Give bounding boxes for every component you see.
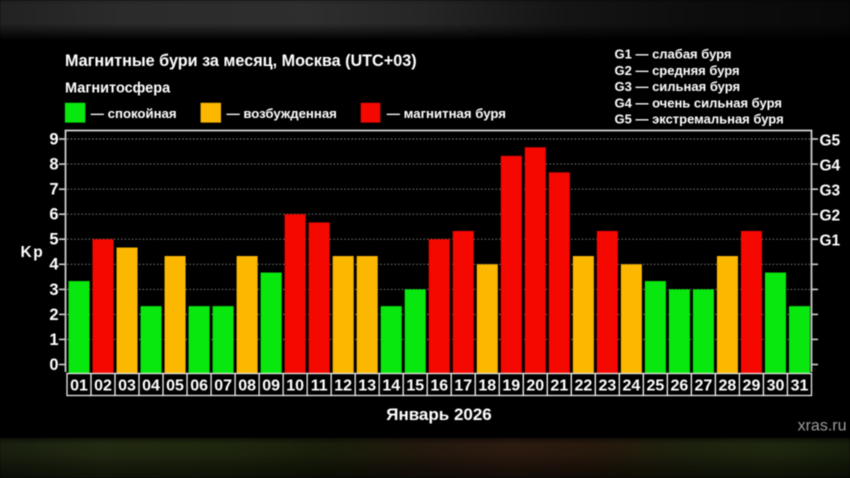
svg-text:03: 03 — [118, 378, 136, 395]
svg-text:Магнитосфера: Магнитосфера — [65, 81, 171, 97]
svg-text:20: 20 — [526, 378, 544, 395]
svg-text:17: 17 — [454, 378, 472, 395]
svg-text:— спокойная: — спокойная — [91, 106, 177, 121]
svg-text:— возбужденная: — возбужденная — [227, 106, 337, 121]
svg-text:0: 0 — [49, 356, 58, 374]
svg-text:14: 14 — [382, 378, 400, 395]
svg-text:01: 01 — [70, 378, 88, 395]
svg-text:Kp: Kp — [21, 244, 45, 261]
svg-text:04: 04 — [142, 378, 160, 395]
svg-text:13: 13 — [358, 378, 376, 395]
svg-text:21: 21 — [550, 378, 568, 395]
svg-text:10: 10 — [286, 378, 304, 395]
svg-text:9: 9 — [49, 130, 58, 148]
svg-text:27: 27 — [695, 378, 713, 395]
svg-text:G5 — экстремальная буря: G5 — экстремальная буря — [615, 112, 784, 127]
svg-text:23: 23 — [598, 378, 616, 395]
svg-text:G1: G1 — [820, 233, 841, 250]
svg-text:3: 3 — [49, 281, 58, 299]
svg-text:31: 31 — [791, 378, 809, 395]
svg-text:05: 05 — [166, 378, 184, 395]
svg-text:08: 08 — [238, 378, 256, 395]
svg-text:26: 26 — [671, 378, 689, 395]
svg-text:22: 22 — [574, 378, 592, 395]
svg-text:30: 30 — [767, 378, 785, 395]
svg-text:19: 19 — [502, 378, 520, 395]
svg-text:2: 2 — [49, 306, 58, 324]
svg-text:G4: G4 — [820, 157, 841, 174]
svg-text:4: 4 — [49, 256, 59, 274]
svg-text:G3 — сильная буря: G3 — сильная буря — [615, 79, 741, 94]
svg-text:16: 16 — [430, 378, 448, 395]
svg-text:07: 07 — [214, 378, 232, 395]
svg-text:7: 7 — [49, 181, 58, 199]
svg-text:29: 29 — [743, 378, 761, 395]
svg-text:15: 15 — [406, 378, 424, 395]
svg-text:1: 1 — [49, 331, 58, 349]
svg-text:25: 25 — [647, 378, 665, 395]
svg-text:02: 02 — [94, 378, 112, 395]
svg-text:11: 11 — [311, 378, 328, 395]
svg-text:G4 — очень сильная буря: G4 — очень сильная буря — [615, 95, 782, 110]
svg-text:Январь 2026: Январь 2026 — [386, 405, 492, 424]
svg-text:G1 — слабая буря: G1 — слабая буря — [615, 47, 732, 62]
svg-text:G5: G5 — [820, 132, 841, 149]
svg-text:— магнитная буря: — магнитная буря — [387, 106, 506, 121]
svg-text:12: 12 — [334, 378, 352, 395]
svg-text:xras.ru: xras.ru — [798, 418, 847, 435]
svg-text:G2: G2 — [820, 208, 841, 225]
svg-text:5: 5 — [49, 231, 58, 249]
svg-text:18: 18 — [478, 378, 496, 395]
svg-text:Магнитные бури за месяц, Москв: Магнитные бури за месяц, Москва (UTC+03) — [65, 52, 417, 70]
svg-text:24: 24 — [622, 378, 640, 395]
svg-text:09: 09 — [262, 378, 280, 395]
svg-text:6: 6 — [49, 206, 58, 224]
svg-text:28: 28 — [719, 378, 737, 395]
svg-text:06: 06 — [190, 378, 208, 395]
svg-text:G2 — средняя буря: G2 — средняя буря — [615, 63, 740, 78]
svg-text:G3: G3 — [820, 183, 841, 200]
svg-text:8: 8 — [49, 156, 58, 174]
